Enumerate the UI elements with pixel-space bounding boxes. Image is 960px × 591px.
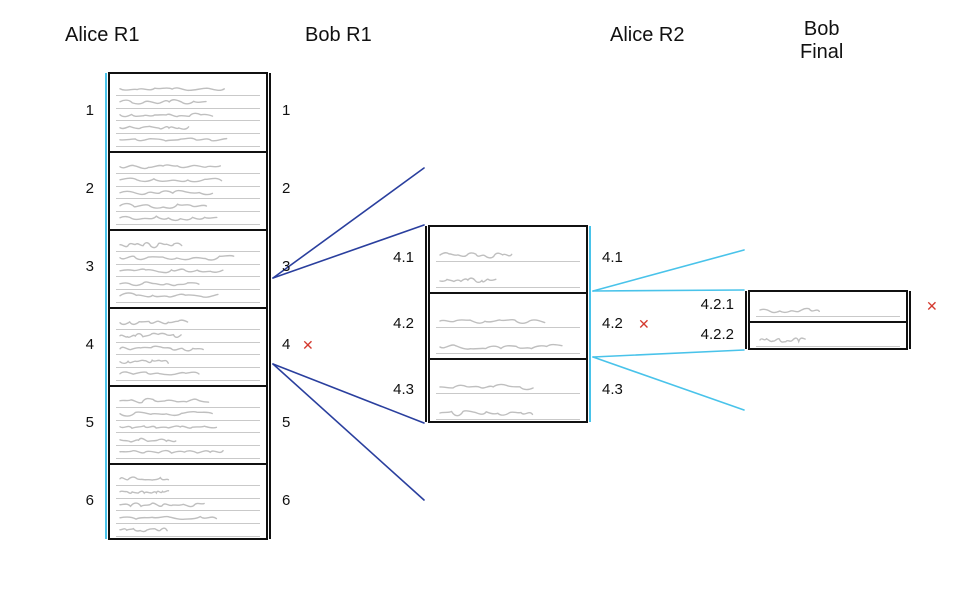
row-divider bbox=[750, 321, 906, 323]
scribble bbox=[118, 317, 190, 329]
column-col2 bbox=[428, 225, 588, 423]
rule-line bbox=[436, 261, 580, 262]
rule-line bbox=[436, 287, 580, 288]
scribble bbox=[758, 304, 821, 316]
scribble bbox=[118, 212, 219, 224]
row-label-left: 4.2 bbox=[393, 315, 414, 332]
row-divider bbox=[430, 358, 586, 360]
connector-line bbox=[593, 290, 744, 291]
row-label-right: 4.1 bbox=[602, 249, 623, 266]
rule-line bbox=[436, 419, 580, 420]
scribble bbox=[118, 265, 225, 277]
scribble bbox=[118, 174, 224, 186]
scribble bbox=[118, 343, 205, 355]
rule-line bbox=[436, 393, 580, 394]
heading-alice-r2: Alice R2 bbox=[610, 24, 684, 47]
rule-line bbox=[116, 302, 260, 303]
heading-alice-r1: Alice R1 bbox=[65, 24, 139, 47]
row-divider bbox=[110, 463, 266, 465]
rule-line bbox=[116, 380, 260, 381]
row-label-left: 2 bbox=[86, 180, 94, 197]
scribble bbox=[118, 499, 206, 511]
row-label-right: 2 bbox=[282, 180, 290, 197]
rule-line bbox=[116, 146, 260, 147]
row-label-right: 4.3 bbox=[602, 381, 623, 398]
scribble bbox=[118, 486, 171, 498]
scribble bbox=[118, 290, 220, 302]
scribble bbox=[118, 473, 170, 485]
connector-line bbox=[593, 350, 744, 357]
scribble bbox=[118, 109, 215, 121]
row-label-left: 6 bbox=[86, 492, 94, 509]
row-label-left: 1 bbox=[86, 102, 94, 119]
row-label-right: 3 bbox=[282, 258, 290, 275]
row-label-left: 4.2.2 bbox=[701, 326, 734, 343]
rule-line bbox=[756, 316, 900, 317]
row-divider bbox=[430, 292, 586, 294]
scribble bbox=[118, 122, 191, 134]
scribble bbox=[438, 381, 535, 393]
reject-x-icon: ✕ bbox=[638, 316, 650, 333]
side-rail-right bbox=[585, 226, 591, 422]
heading-bob-r1: Bob R1 bbox=[305, 24, 372, 47]
scribble bbox=[118, 368, 201, 380]
side-rail-left bbox=[105, 73, 111, 539]
scribble bbox=[438, 407, 534, 419]
row-divider bbox=[110, 229, 266, 231]
scribble bbox=[118, 434, 178, 446]
heading-bob-final: Bob Final bbox=[800, 18, 843, 64]
row-label-right: 6 bbox=[282, 492, 290, 509]
scribble bbox=[758, 334, 807, 346]
row-label-left: 4.2.1 bbox=[701, 296, 734, 313]
scribble bbox=[118, 200, 208, 212]
rule-line bbox=[116, 224, 260, 225]
row-label-left: 5 bbox=[86, 414, 94, 431]
row-label-right: 1 bbox=[282, 102, 290, 119]
scribble bbox=[118, 395, 211, 407]
side-rail-right bbox=[905, 291, 911, 349]
rule-line bbox=[116, 458, 260, 459]
scribble bbox=[118, 421, 218, 433]
scribble bbox=[118, 187, 214, 199]
scribble bbox=[118, 512, 218, 524]
row-label-right: 5 bbox=[282, 414, 290, 431]
scribble bbox=[118, 252, 236, 264]
rule-line bbox=[436, 353, 580, 354]
row-label-left: 4 bbox=[86, 336, 94, 353]
side-rail-right bbox=[265, 73, 271, 539]
rule-line bbox=[436, 327, 580, 328]
scribble bbox=[118, 83, 226, 95]
rule-line bbox=[116, 536, 260, 537]
rule-line bbox=[756, 346, 900, 347]
scribble bbox=[118, 330, 183, 342]
row-label-left: 4.3 bbox=[393, 381, 414, 398]
scribble bbox=[118, 239, 184, 251]
scribble bbox=[118, 356, 170, 368]
scribble bbox=[118, 161, 222, 173]
scribble bbox=[438, 275, 498, 287]
row-divider bbox=[110, 151, 266, 153]
scribble bbox=[438, 341, 564, 353]
reject-x-icon: ✕ bbox=[926, 298, 938, 315]
scribble bbox=[118, 96, 208, 108]
scribble bbox=[118, 134, 229, 146]
reject-x-icon: ✕ bbox=[302, 337, 314, 354]
row-divider bbox=[110, 307, 266, 309]
column-col3 bbox=[748, 290, 908, 350]
row-divider bbox=[110, 385, 266, 387]
side-rail-left bbox=[745, 291, 751, 349]
side-rail-left bbox=[425, 226, 431, 422]
scribble bbox=[118, 446, 225, 458]
scribble bbox=[438, 315, 547, 327]
scribble bbox=[118, 278, 201, 290]
scribble bbox=[118, 408, 214, 420]
scribble bbox=[118, 524, 169, 536]
row-label-right: 4 bbox=[282, 336, 290, 353]
row-label-right: 4.2 bbox=[602, 315, 623, 332]
row-label-left: 3 bbox=[86, 258, 94, 275]
row-label-left: 4.1 bbox=[393, 249, 414, 266]
column-col1 bbox=[108, 72, 268, 540]
diagram-stage: Alice R1 Bob R1 Alice R2 Bob Final bbox=[0, 0, 960, 591]
scribble bbox=[438, 249, 514, 261]
